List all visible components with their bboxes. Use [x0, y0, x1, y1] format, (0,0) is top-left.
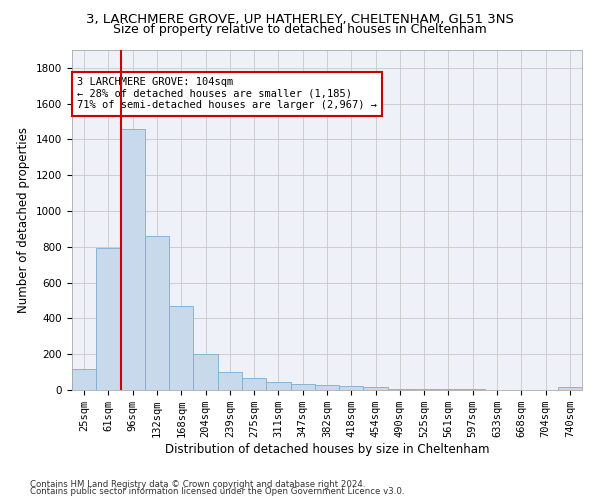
Text: 3 LARCHMERE GROVE: 104sqm
← 28% of detached houses are smaller (1,185)
71% of se: 3 LARCHMERE GROVE: 104sqm ← 28% of detac… — [77, 77, 377, 110]
Bar — [169, 306, 193, 390]
Y-axis label: Number of detached properties: Number of detached properties — [17, 127, 31, 313]
Bar — [339, 386, 364, 390]
Bar — [242, 378, 266, 390]
Text: Contains HM Land Registry data © Crown copyright and database right 2024.: Contains HM Land Registry data © Crown c… — [30, 480, 365, 489]
Bar — [558, 388, 582, 390]
Bar — [193, 354, 218, 390]
Text: Contains public sector information licensed under the Open Government Licence v3: Contains public sector information licen… — [30, 488, 404, 496]
Bar — [72, 368, 96, 390]
Bar — [121, 128, 145, 390]
Bar — [96, 248, 121, 390]
Bar — [412, 389, 436, 390]
Bar — [266, 382, 290, 390]
Bar — [364, 388, 388, 390]
Text: 3, LARCHMERE GROVE, UP HATHERLEY, CHELTENHAM, GL51 3NS: 3, LARCHMERE GROVE, UP HATHERLEY, CHELTE… — [86, 12, 514, 26]
Bar — [290, 384, 315, 390]
X-axis label: Distribution of detached houses by size in Cheltenham: Distribution of detached houses by size … — [165, 443, 489, 456]
Bar — [218, 372, 242, 390]
Bar — [315, 384, 339, 390]
Bar — [388, 389, 412, 390]
Bar — [145, 236, 169, 390]
Text: Size of property relative to detached houses in Cheltenham: Size of property relative to detached ho… — [113, 22, 487, 36]
